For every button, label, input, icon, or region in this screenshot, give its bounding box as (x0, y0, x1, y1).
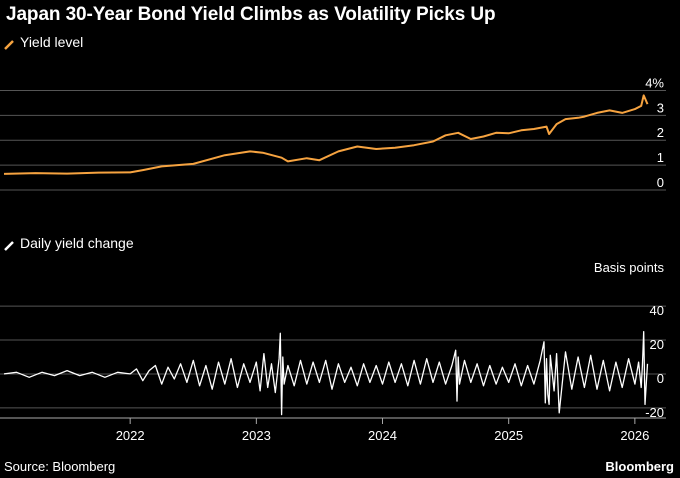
x-tick-label: 2022 (116, 428, 145, 443)
yield-series-line (3, 94, 649, 175)
yield-ytick-label: 1 (657, 150, 664, 165)
chart-title: Japan 30-Year Bond Yield Climbs as Volat… (6, 4, 496, 25)
change-ytick-label: 0 (657, 371, 664, 386)
brand-logo: Bloomberg (605, 459, 674, 474)
change-unit-label: Basis points (594, 260, 665, 275)
change-ytick-label: -20 (645, 405, 664, 420)
source-note: Source: Bloomberg (4, 459, 116, 474)
x-tick-label: 2025 (494, 428, 523, 443)
legend-daily-change-label: Daily yield change (20, 235, 134, 251)
legend-yield-level-label: Yield level (20, 34, 84, 50)
change-ytick-label: 40 (650, 303, 664, 318)
yield-level-swatch-icon (4, 37, 14, 50)
change-series-line (3, 330, 649, 416)
legend-daily-yield-change: Daily yield change (4, 235, 134, 251)
daily-change-swatch-icon (4, 238, 14, 251)
yield-ytick-label: 4% (645, 75, 664, 90)
x-tick-label: 2023 (242, 428, 271, 443)
change-ytick-label: 20 (650, 337, 664, 352)
x-tick-label: 2024 (368, 428, 397, 443)
yield-ytick-label: 0 (657, 175, 664, 190)
yield-ytick-label: 2 (657, 125, 664, 140)
legend-yield-level: Yield level (4, 34, 83, 50)
yield-ytick-label: 3 (657, 100, 664, 115)
x-tick-label: 2026 (620, 428, 649, 443)
